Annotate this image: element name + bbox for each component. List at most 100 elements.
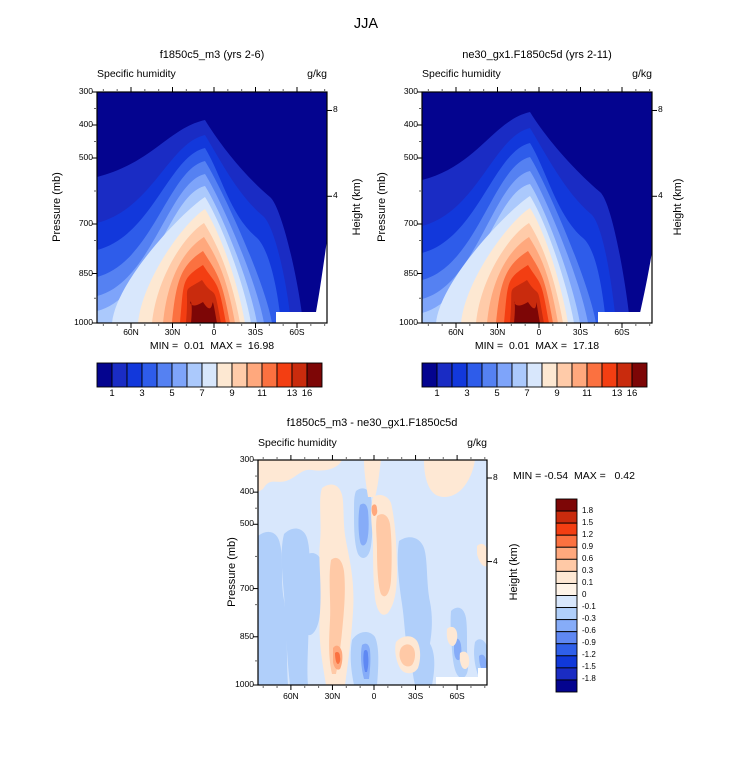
panel-b-colorbar-box bbox=[616, 362, 633, 388]
panel-a-pressure-tick-label: 400 bbox=[78, 119, 93, 129]
panel-c-height-tick-label: 8 bbox=[493, 472, 498, 482]
panel-b-height-axis-label: Height (km) bbox=[671, 178, 684, 236]
panel-c-colorbar-box bbox=[555, 582, 578, 596]
panel-c-colorbar-box bbox=[555, 522, 578, 536]
panel-b-x-tick-label: 30S bbox=[572, 327, 589, 337]
panel-a-colorbar-label: 5 bbox=[169, 388, 175, 399]
panel-a-colorbar-box bbox=[186, 362, 203, 388]
panel-b-colorbar-label: 1 bbox=[434, 388, 440, 399]
panel-a-colorbar-box bbox=[171, 362, 188, 388]
panel-c-colorbar-label: -0.9 bbox=[582, 638, 596, 648]
panel-c-pressure-tick-label: 700 bbox=[239, 582, 254, 593]
panel-a-pressure-tick-label: 850 bbox=[78, 267, 93, 278]
panel-c-colorbar-label: -0.1 bbox=[582, 602, 596, 612]
panel-b-colorbar-label: 7 bbox=[524, 388, 530, 399]
panel-b-x-tick-label: 30N bbox=[489, 327, 506, 337]
panel-a-field-label: Specific humidity bbox=[97, 68, 176, 80]
panel-c-colorbar-label: 1.8 bbox=[582, 505, 594, 515]
panel-a-pressure-tick-label: 1000 bbox=[74, 317, 93, 327]
panel-c-units-label: g/kg bbox=[467, 437, 487, 449]
panel-b-colorbar-box bbox=[511, 362, 528, 388]
panel-c-colorbar-box bbox=[555, 631, 578, 645]
panel-a-height-tick-label: 4 bbox=[333, 190, 338, 201]
panel-a-pressure-axis-label: Pressure (mb) bbox=[50, 172, 63, 242]
panel-a-colorbar-label: 7 bbox=[199, 388, 205, 399]
panel-b-height-tick-label: 4 bbox=[658, 190, 663, 201]
panel-c-colorbar-box bbox=[555, 679, 578, 693]
panel-b-colorbar-box bbox=[436, 362, 453, 388]
panel-b-pressure-tick-label: 850 bbox=[403, 267, 418, 278]
panel-a-colorbar-label: 16 bbox=[301, 388, 313, 399]
panel-b-pressure-tick-label: 300 bbox=[403, 86, 418, 96]
panel-b-colorbar-box bbox=[421, 362, 438, 388]
panel-c-colorbar-label: -0.6 bbox=[582, 626, 596, 636]
panel-a-colorbar-box bbox=[231, 362, 248, 388]
panel-c-colorbar-box bbox=[555, 546, 578, 560]
panel-b-colorbar-box bbox=[601, 362, 618, 388]
panel-c-field-label: Specific humidity bbox=[258, 437, 337, 449]
panel-c-colorbar-box bbox=[555, 558, 578, 572]
panel-a-height-axis-label: Height (km) bbox=[350, 178, 363, 236]
panel-a-colorbar-box bbox=[276, 362, 293, 388]
panel-a-x-tick-label: 60N bbox=[123, 327, 139, 337]
plot-border bbox=[96, 91, 328, 324]
panel-b-colorbar-label: 13 bbox=[611, 388, 623, 399]
panel-b-pressure-tick-label: 400 bbox=[403, 119, 418, 129]
panel-c-colorbar-box bbox=[555, 655, 578, 669]
panel-c-colorbar-label: -1.5 bbox=[582, 662, 596, 672]
panel-b-colorbar-box bbox=[586, 362, 603, 388]
panel-c-x-tick-label: 60N bbox=[283, 691, 299, 701]
panel-b-colorbar-box bbox=[571, 362, 588, 388]
panel-a-colorbar-box bbox=[96, 362, 113, 388]
panel-b-field-label: Specific humidity bbox=[422, 68, 501, 80]
panel-c-height-tick-label: 4 bbox=[493, 555, 498, 566]
panel-b-colorbar-box bbox=[526, 362, 543, 388]
panel-c-colorbar-label: 0.6 bbox=[582, 553, 594, 563]
panel-b-colorbar-label: 3 bbox=[464, 388, 470, 399]
panel-a-colorbar-box bbox=[216, 362, 233, 388]
panel-b-colorbar-label: 16 bbox=[626, 388, 638, 399]
panel-c-colorbar-box bbox=[555, 498, 578, 512]
panel-b-colorbar-box bbox=[556, 362, 573, 388]
panel-b-x-tick-label: 0 bbox=[536, 327, 542, 337]
panel-c-colorbar-label: 0.3 bbox=[582, 565, 594, 575]
panel-c-pressure-tick-label: 500 bbox=[239, 518, 254, 529]
panel-a-pressure-tick-label: 500 bbox=[78, 152, 93, 162]
panel-b-pressure-axis-label: Pressure (mb) bbox=[375, 172, 388, 242]
panel-c-x-tick-label: 0 bbox=[371, 691, 377, 701]
panel-b-minmax: MIN = 0.01 MAX = 17.18 bbox=[474, 340, 600, 352]
panel-a-colorbar-box bbox=[201, 362, 218, 388]
panel-c-colorbar-box bbox=[555, 607, 578, 621]
contour-fill-group bbox=[97, 92, 327, 323]
panel-c-title: f1850c5_m3 - ne30_gx1.F1850c5d bbox=[286, 417, 458, 429]
panel-c-x-tick-label: 60S bbox=[449, 691, 465, 701]
panel-b-pressure-tick-label: 700 bbox=[403, 218, 418, 228]
panel-a-minmax: MIN = 0.01 MAX = 16.98 bbox=[149, 340, 275, 352]
panel-b-colorbar-box bbox=[496, 362, 513, 388]
panel-a-colorbar-box bbox=[156, 362, 173, 388]
panel-c-colorbar-box bbox=[555, 643, 578, 657]
panel-c-height-axis-label: Height (km) bbox=[507, 543, 520, 601]
panel-c-pressure-tick-label: 400 bbox=[239, 486, 254, 497]
page-title: JJA bbox=[353, 16, 379, 32]
panel-b-colorbar-box bbox=[631, 362, 648, 388]
panel-b-colorbar-label: 11 bbox=[582, 388, 592, 399]
panel-b-colorbar-label: 5 bbox=[494, 388, 500, 399]
panel-b-colorbar-box bbox=[466, 362, 483, 388]
panel-c-pressure-axis-label: Pressure (mb) bbox=[225, 537, 238, 607]
panel-a-colorbar-box bbox=[291, 362, 308, 388]
panel-a-colorbar-box bbox=[246, 362, 263, 388]
panel-a-colorbar-label: 11 bbox=[257, 388, 267, 399]
panel-c-colorbar-label: 0.1 bbox=[582, 577, 594, 587]
panel-a-x-tick-label: 30N bbox=[164, 327, 181, 337]
panel-c-colorbar-label: 0 bbox=[582, 590, 587, 599]
panel-c-x-tick-label: 30N bbox=[324, 691, 341, 701]
panel-a-units-label: g/kg bbox=[307, 68, 327, 80]
panel-a-colorbar-box bbox=[261, 362, 278, 388]
panel-a-colorbar-label: 13 bbox=[286, 388, 298, 399]
panel-a-x-tick-label: 60S bbox=[289, 327, 305, 337]
panel-b-pressure-tick-label: 1000 bbox=[399, 317, 418, 327]
panel-a-colorbar-label: 9 bbox=[229, 388, 235, 399]
plot-border bbox=[421, 91, 653, 324]
